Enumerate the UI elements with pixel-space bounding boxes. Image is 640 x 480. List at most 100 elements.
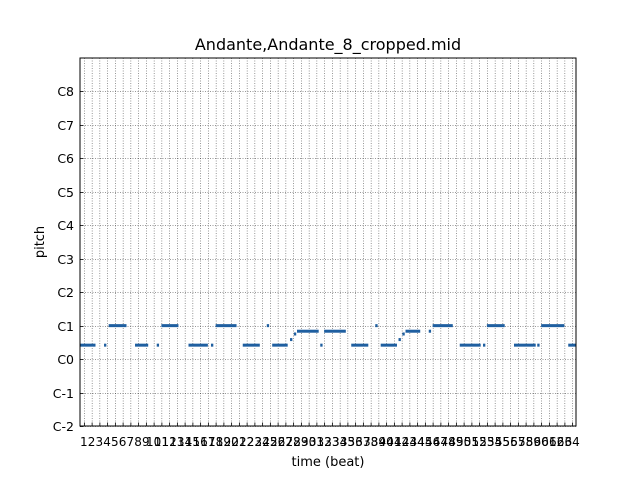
x-tick-label: 21	[231, 435, 246, 449]
x-axis-label: time (beat)	[292, 455, 365, 470]
x-tick-label: 51	[464, 435, 479, 449]
note-bar	[215, 324, 237, 328]
x-tick-label: 29	[293, 435, 308, 449]
y-tick-label: C1	[57, 319, 74, 334]
note-bar	[428, 329, 432, 333]
y-axis-label: pitch	[33, 226, 48, 258]
note-bar	[432, 324, 453, 328]
x-tick-label: 7	[127, 435, 135, 449]
note-bar	[242, 343, 260, 347]
x-tick-label: 10	[146, 435, 161, 449]
x-tick-label: 50	[456, 435, 471, 449]
note-bar	[514, 343, 536, 347]
x-tick-label: 8	[134, 435, 142, 449]
x-tick-label: 47	[433, 435, 448, 449]
x-tick-label: 22	[239, 435, 254, 449]
x-tick-label: 5	[111, 435, 119, 449]
y-tick-label: C2	[57, 285, 74, 300]
x-tick-label: 20	[223, 435, 238, 449]
x-tick-label: 44	[409, 435, 424, 449]
x-tick-label: 19	[216, 435, 231, 449]
note-bar	[402, 332, 405, 336]
x-tick-label: 52	[471, 435, 486, 449]
note-bar	[324, 329, 346, 333]
note-bar	[483, 343, 486, 347]
x-tick-label: 31	[309, 435, 324, 449]
x-tick-label: 6	[119, 435, 127, 449]
note-bar	[320, 343, 323, 347]
note-bar	[568, 343, 576, 347]
x-tick-label: 16	[192, 435, 207, 449]
x-tick-label: 57	[510, 435, 525, 449]
x-tick-label: 36	[347, 435, 362, 449]
y-tick-label: C8	[57, 84, 74, 99]
x-tick-label: 13	[169, 435, 184, 449]
x-tick-label: 15	[185, 435, 200, 449]
x-tick-label: 61	[541, 435, 556, 449]
y-tick-label: C-1	[53, 386, 74, 401]
note-bar	[188, 343, 208, 347]
x-tick-label: 48	[440, 435, 455, 449]
x-tick-label: 46	[425, 435, 440, 449]
x-tick-label: 45	[417, 435, 432, 449]
x-tick-label: 42	[394, 435, 409, 449]
x-tick-label: 43	[402, 435, 417, 449]
x-tick-label: 55	[495, 435, 510, 449]
x-tick-label: 54	[487, 435, 502, 449]
x-tick-label: 62	[549, 435, 564, 449]
x-tick-label: 58	[518, 435, 533, 449]
note-bar	[108, 324, 127, 328]
x-tick-label: 37	[355, 435, 370, 449]
x-tick-label: 33	[324, 435, 339, 449]
x-tick-label: 40	[378, 435, 393, 449]
x-tick-label: 30	[301, 435, 316, 449]
note-bar	[135, 343, 149, 347]
x-tick-labels: 1 2 3 4 5 6 7 8 91011121314151617181920212223242…	[80, 435, 580, 449]
x-tick-label: 14	[177, 435, 192, 449]
x-tick-label: 1	[80, 435, 88, 449]
x-tick-label: 38	[363, 435, 378, 449]
y-tick-label: C3	[57, 252, 74, 267]
note-layer	[80, 324, 576, 347]
x-tick-label: 3	[96, 435, 104, 449]
note-bar	[297, 329, 319, 333]
x-tick-label: 35	[340, 435, 355, 449]
note-bar	[486, 324, 505, 328]
note-bar	[398, 338, 401, 342]
x-tick-label: 12	[161, 435, 176, 449]
note-bar	[351, 343, 369, 347]
x-tick-label: 11	[154, 435, 169, 449]
note-bar	[537, 343, 540, 347]
x-tick-label: 23	[247, 435, 262, 449]
x-tick-label: 9	[142, 435, 150, 449]
note-bar	[272, 343, 288, 347]
x-tick-label: 56	[502, 435, 517, 449]
chart-title: Andante,Andante_8_cropped.mid	[195, 35, 461, 55]
x-tick-label: 2	[88, 435, 96, 449]
note-bar	[293, 332, 297, 336]
note-bar	[405, 329, 421, 333]
y-tick-label: C7	[57, 118, 74, 133]
note-bar	[459, 343, 481, 347]
note-bar	[156, 343, 160, 347]
note-bar	[210, 343, 214, 347]
x-tick-label: 25	[262, 435, 277, 449]
x-tick-label: 39	[371, 435, 386, 449]
y-tick-labels: C-2 C-1 C0 C1 C2 C3 C4 C5 C6 C7 C8	[53, 84, 74, 434]
note-bar	[375, 324, 378, 328]
note-bar	[541, 324, 565, 328]
x-tick-label: 64	[564, 435, 579, 449]
x-tick-label: 24	[254, 435, 269, 449]
y-tick-label: C0	[57, 352, 74, 367]
x-tick-label: 17	[200, 435, 215, 449]
note-bar	[290, 338, 293, 342]
x-tick-label: 32	[316, 435, 331, 449]
x-tick-label: 41	[386, 435, 401, 449]
x-tick-label: 60	[533, 435, 548, 449]
note-bar	[380, 343, 397, 347]
y-tick-label: C5	[57, 185, 74, 200]
x-tick-label: 27	[278, 435, 293, 449]
y-tick-label: C4	[57, 218, 74, 233]
grid-lines	[80, 58, 576, 427]
